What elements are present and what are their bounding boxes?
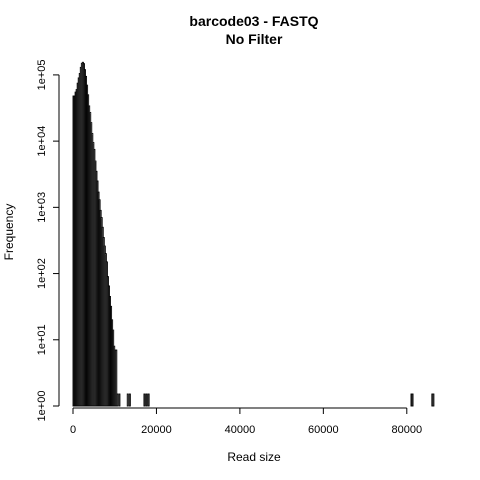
- y-axis: 1e+00 1e+01 1e+02 1e+03 1e+04 1e+05: [36, 59, 60, 422]
- y-axis-label: Frequency: [2, 204, 16, 261]
- histogram-bar: [143, 393, 146, 407]
- histogram-bar: [411, 393, 414, 407]
- x-tick-label: 60000: [308, 424, 339, 436]
- histogram-bar: [115, 349, 118, 407]
- y-tick-label: 1e+05: [36, 59, 48, 90]
- y-tick-label: 1e+04: [36, 126, 48, 157]
- histogram-bar: [145, 393, 148, 407]
- y-tick-label: 1e+01: [36, 324, 48, 355]
- x-tick-label: 20000: [141, 424, 172, 436]
- histogram-bar: [147, 393, 150, 407]
- histogram-bar: [432, 393, 435, 407]
- histogram-bars: [72, 61, 435, 407]
- histogram-bar: [118, 393, 121, 407]
- x-axis-label: Read size: [227, 450, 281, 464]
- chart-subtitle: No Filter: [226, 31, 283, 47]
- y-tick-label: 1e+03: [36, 192, 48, 223]
- x-tick-label: 80000: [391, 424, 422, 436]
- histogram-bar: [126, 393, 129, 407]
- y-tick-label: 1e+00: [36, 391, 48, 422]
- x-tick-label: 0: [70, 424, 76, 436]
- x-axis: 0 20000 40000 60000 80000: [70, 407, 422, 436]
- chart-title: barcode03 - FASTQ: [189, 13, 318, 29]
- x-tick-label: 40000: [225, 424, 256, 436]
- y-tick-label: 1e+02: [36, 258, 48, 289]
- histogram-bar: [116, 393, 119, 407]
- histogram-bar: [128, 393, 131, 407]
